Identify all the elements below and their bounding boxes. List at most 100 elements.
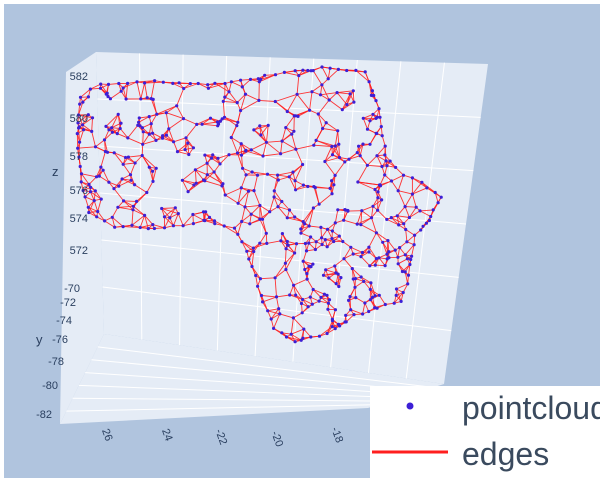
edge-segment <box>291 328 304 335</box>
edge-segment <box>134 155 143 164</box>
point-marker <box>264 231 268 235</box>
edge-segment <box>411 244 415 257</box>
edge-segment <box>295 144 314 150</box>
edge-segment <box>206 162 215 173</box>
point-marker <box>130 223 134 227</box>
edge-segment <box>297 91 313 95</box>
point-marker <box>324 121 328 125</box>
point-marker <box>229 135 233 140</box>
point-marker <box>243 92 248 96</box>
legend-item-pointcloud[interactable]: pointcloud <box>370 386 600 428</box>
edge-segment <box>349 296 352 310</box>
point-marker <box>397 223 401 227</box>
edge-segment <box>90 191 102 200</box>
edge-segment <box>270 318 275 329</box>
edge-segment <box>133 192 148 207</box>
edge-segment <box>223 225 239 235</box>
point-marker <box>362 279 366 283</box>
point-marker <box>212 170 216 174</box>
edge-segment <box>104 139 108 153</box>
point-marker <box>301 162 305 167</box>
edge-segment <box>257 286 262 296</box>
edge-segment <box>123 162 136 165</box>
edge-segment <box>177 213 184 226</box>
edge-segment <box>277 206 288 219</box>
point-marker <box>247 257 251 261</box>
edge-segment <box>266 141 281 155</box>
edge-segment <box>396 215 405 224</box>
edge-segment <box>376 232 389 241</box>
edge-segment <box>434 192 439 203</box>
edge-segment <box>240 78 251 81</box>
edge-segment <box>231 137 242 145</box>
edge-segment <box>182 214 194 226</box>
point-marker <box>191 222 195 226</box>
edge-segment <box>313 186 320 205</box>
grid-line <box>66 404 379 412</box>
point-marker <box>167 127 171 131</box>
point-marker <box>188 82 192 86</box>
point-marker <box>206 86 210 90</box>
point-marker <box>412 243 416 247</box>
edge-segment <box>117 206 134 211</box>
edge-segment <box>150 80 156 99</box>
z-tick-label: 578 <box>70 151 88 163</box>
point-marker <box>333 327 337 331</box>
3d-scene[interactable]: 582 580 578 576 574 572 -70 -72 -74 -76 -78 -80 -82 2… <box>4 4 600 478</box>
point-marker <box>92 199 96 203</box>
point-marker <box>86 205 90 209</box>
point-marker <box>337 234 341 238</box>
edge-segment <box>176 88 185 106</box>
edge-segment <box>102 170 110 183</box>
edge-segment <box>265 125 269 143</box>
edge-segment <box>287 217 304 223</box>
point-marker <box>309 335 313 339</box>
point-marker <box>186 190 190 194</box>
point-marker <box>282 70 286 74</box>
point-marker <box>240 85 244 89</box>
point-marker <box>249 148 253 152</box>
point-marker <box>375 154 379 158</box>
edges-line-icon <box>372 450 448 454</box>
legend-item-edges[interactable]: edges <box>370 432 600 474</box>
point-marker <box>302 327 306 331</box>
point-marker <box>365 163 369 167</box>
point-marker <box>254 273 258 278</box>
point-marker <box>223 193 227 197</box>
edge-segment <box>293 278 308 286</box>
point-marker <box>78 140 82 144</box>
point-marker <box>146 227 150 231</box>
edge-segment <box>111 114 119 128</box>
point-marker <box>325 331 329 336</box>
grid-line <box>101 239 459 278</box>
edge-segment <box>412 182 423 195</box>
plot-area[interactable]: 582 580 578 576 574 572 -70 -72 -74 -76 -78 -80 -82 2… <box>4 4 600 478</box>
point-marker <box>196 81 200 86</box>
edge-segment <box>95 146 106 152</box>
edge-segment <box>184 137 187 150</box>
edge-segment <box>334 130 339 147</box>
edge-segment <box>194 169 197 184</box>
legend[interactable]: pointcloud edges <box>370 386 600 478</box>
edge-segment <box>402 283 409 293</box>
point-marker <box>145 190 149 195</box>
point-marker <box>321 126 325 131</box>
point-marker <box>208 116 213 120</box>
point-marker <box>202 178 206 182</box>
point-marker <box>112 187 116 191</box>
point-marker <box>368 298 372 302</box>
edge-segment <box>398 190 413 195</box>
edge-segment <box>342 101 355 110</box>
point-marker <box>401 173 406 177</box>
point-marker <box>79 172 84 176</box>
point-marker <box>336 129 340 133</box>
point-marker <box>394 287 399 291</box>
point-marker <box>119 89 123 93</box>
edge-segment <box>142 131 144 145</box>
point-marker <box>284 247 288 251</box>
edge-segment <box>339 157 350 160</box>
point-marker <box>363 301 367 305</box>
edge-segment <box>385 160 396 168</box>
edge-segment <box>360 217 372 225</box>
point-marker <box>420 180 424 184</box>
